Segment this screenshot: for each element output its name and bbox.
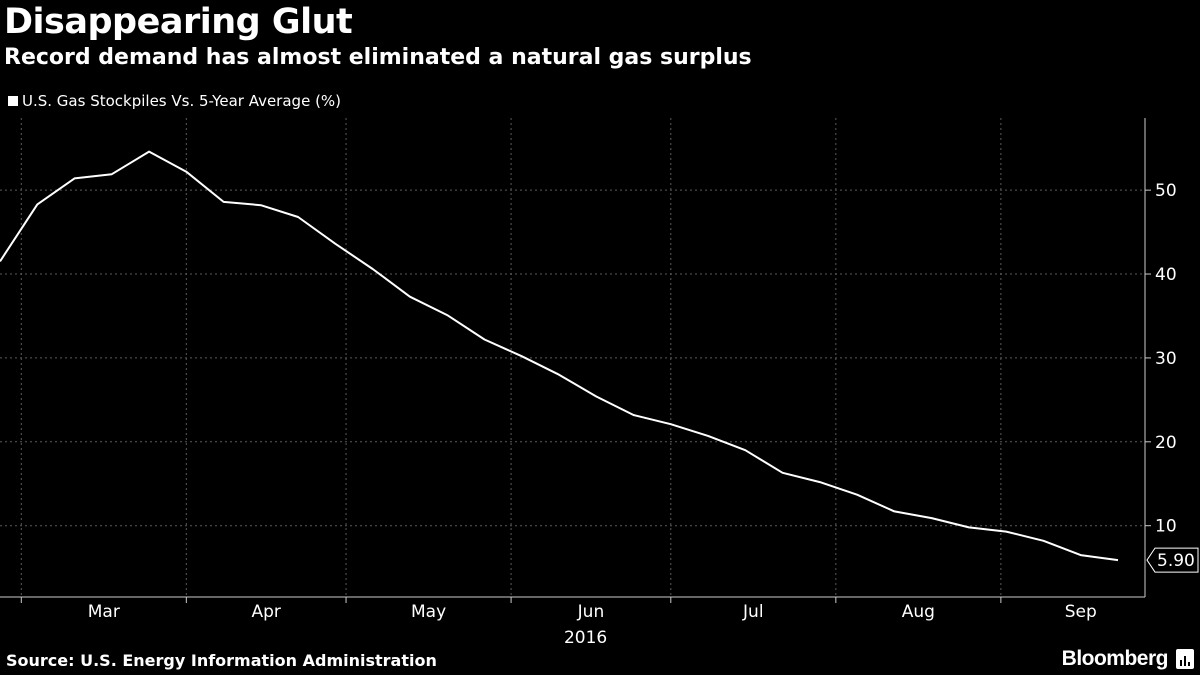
last-value-label: 5.90 [1157, 551, 1195, 571]
x-tick-label: Jun [577, 602, 605, 622]
x-tick-label: May [411, 602, 446, 622]
chart-title: Disappearing Glut [4, 2, 353, 42]
x-tick-label: Jul [742, 602, 764, 622]
y-tick-label: 50 [1155, 181, 1177, 201]
x-tick-label: Aug [902, 602, 935, 622]
x-tick-label: Mar [88, 602, 120, 622]
x-year-label: 2016 [564, 628, 607, 648]
y-tick-label: 30 [1155, 349, 1177, 369]
x-tick-label: Apr [251, 602, 280, 622]
y-tick-label: 10 [1155, 517, 1177, 537]
brand-logo: Bloomberg [1061, 647, 1169, 670]
x-tick-label: Sep [1065, 602, 1097, 622]
series-line [0, 150, 1119, 562]
legend-swatch [8, 96, 18, 106]
y-tick-label: 20 [1155, 433, 1177, 453]
last-value-callout [1146, 547, 1199, 573]
y-tick-label: 40 [1155, 265, 1177, 285]
source-note: Source: U.S. Energy Information Administ… [6, 651, 437, 670]
chart-subtitle: Record demand has almost eliminated a na… [4, 45, 752, 70]
legend: U.S. Gas Stockpiles Vs. 5-Year Average (… [8, 92, 341, 110]
legend-label: U.S. Gas Stockpiles Vs. 5-Year Average (… [22, 92, 342, 110]
bloomberg-chart-icon [1176, 649, 1194, 669]
